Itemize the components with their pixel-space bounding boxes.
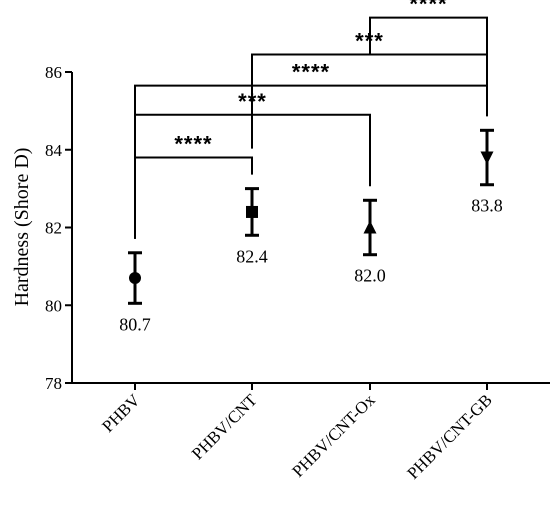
y-tick-label: 82 <box>45 219 62 238</box>
significance-bracket: **** <box>134 132 253 239</box>
marker-square <box>246 205 258 218</box>
significance-label: **** <box>292 60 330 85</box>
bracket-line <box>134 156 253 239</box>
significance-label: **** <box>409 0 447 17</box>
data-point: 83.8 <box>471 128 503 216</box>
y-tick-label: 80 <box>45 296 62 315</box>
significance-bracket: **** <box>369 0 488 55</box>
value-label: 83.8 <box>471 196 503 216</box>
value-label: 82.4 <box>236 246 268 266</box>
axes: 78 80 82 84 86 PHBV PHBV/CNT PHBV/CNT-Ox PHBV/CN… <box>45 63 550 483</box>
x-tick-label: PHBV/CNT <box>188 390 261 463</box>
data-point: 82.0 <box>354 198 386 286</box>
data-point: 82.4 <box>236 187 268 266</box>
y-tick-label: 84 <box>45 141 63 160</box>
x-tick-label: PHBV/CNT-Ox <box>288 390 379 481</box>
value-label: 82.0 <box>354 266 386 286</box>
significance-label: **** <box>174 132 212 157</box>
data-point: 80.7 <box>119 251 151 334</box>
value-label: 80.7 <box>119 314 151 334</box>
x-tick-label: PHBV <box>98 390 144 436</box>
y-tick-label: 86 <box>45 63 62 82</box>
bracket-line <box>134 84 488 239</box>
marker-triangle-up <box>363 220 377 234</box>
y-tick-label: 78 <box>45 374 62 393</box>
data-points: 80.7 82.4 82.0 83.8 <box>119 128 503 334</box>
bracket-line <box>369 16 488 55</box>
marker-circle <box>129 272 141 285</box>
significance-bracket: **** <box>134 60 488 239</box>
x-tick-label: PHBV/CNT-GB <box>403 390 495 482</box>
y-axis-label: Hardness (Shore D) <box>11 148 33 307</box>
marker-triangle-down <box>480 151 494 165</box>
significance-brackets: ****************** <box>134 0 488 239</box>
